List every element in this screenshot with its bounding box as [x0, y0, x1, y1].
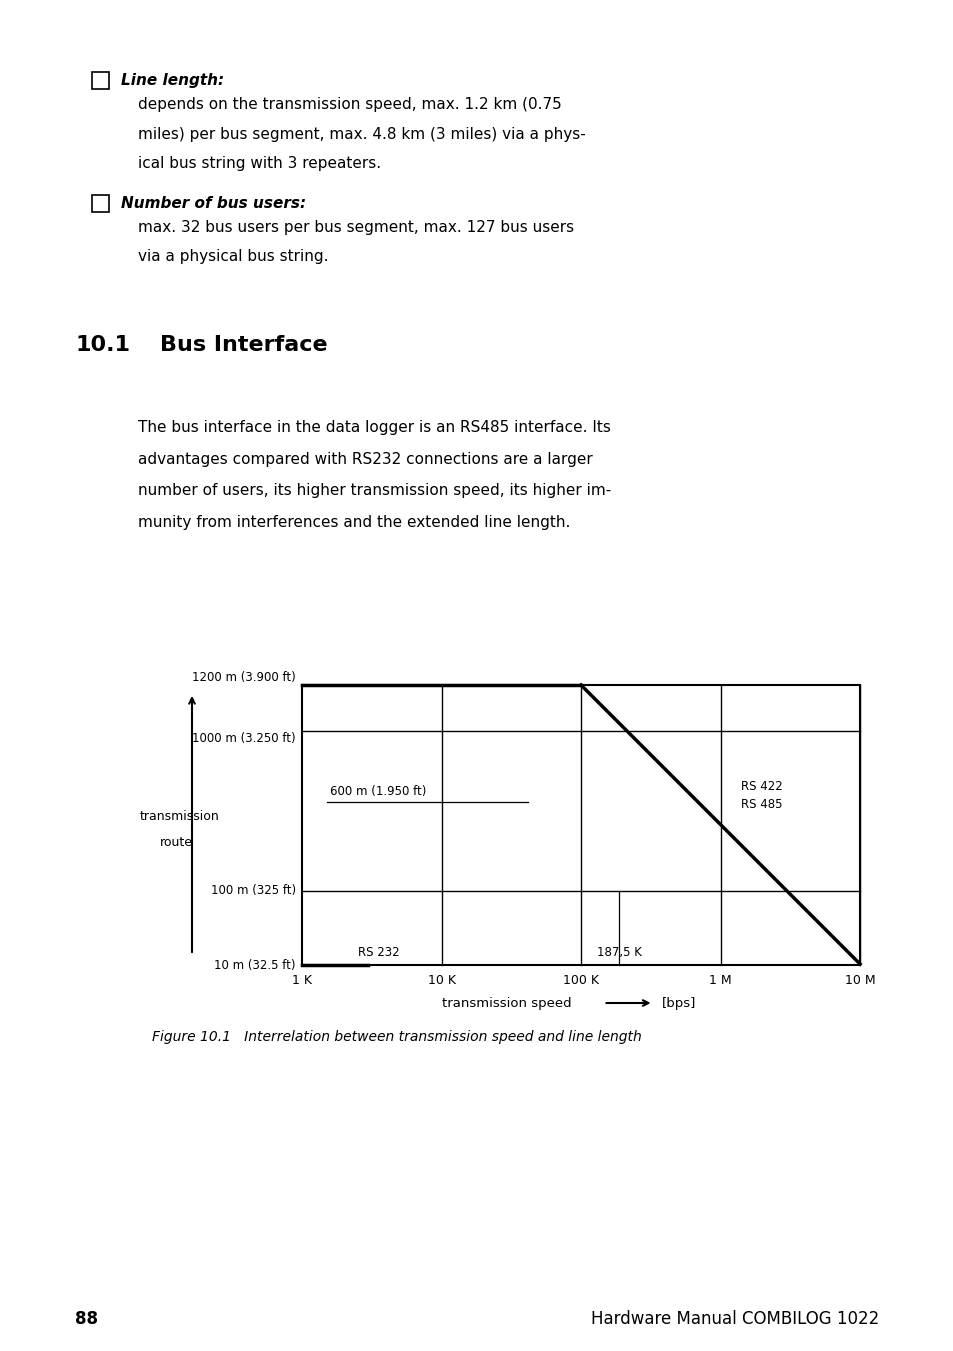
Text: Number of bus users:: Number of bus users: — [121, 196, 306, 211]
Text: depends on the transmission speed, max. 1.2 km (0.75: depends on the transmission speed, max. … — [138, 97, 561, 112]
Text: number of users, its higher transmission speed, its higher im-: number of users, its higher transmission… — [138, 484, 611, 499]
Text: ical bus string with 3 repeaters.: ical bus string with 3 repeaters. — [138, 155, 381, 172]
Text: 10 K: 10 K — [427, 974, 455, 988]
Text: 1200 m (3.900 ft): 1200 m (3.900 ft) — [193, 671, 295, 684]
Text: 10.1: 10.1 — [75, 335, 130, 355]
Text: 1 K: 1 K — [292, 974, 312, 988]
Text: RS 422: RS 422 — [740, 780, 782, 793]
Bar — [91, 72, 109, 89]
Text: munity from interferences and the extended line length.: munity from interferences and the extend… — [138, 515, 570, 530]
Text: 600 m (1.950 ft): 600 m (1.950 ft) — [330, 785, 426, 798]
Text: route: route — [160, 836, 193, 850]
Text: 100 K: 100 K — [562, 974, 598, 988]
Text: 1 M: 1 M — [708, 974, 731, 988]
Text: 100 m (325 ft): 100 m (325 ft) — [211, 885, 295, 897]
Bar — [302, 685, 859, 965]
Text: transmission: transmission — [140, 811, 219, 824]
Text: Hardware Manual COMBILOG 1022: Hardware Manual COMBILOG 1022 — [590, 1310, 878, 1328]
Text: The bus interface in the data logger is an RS485 interface. Its: The bus interface in the data logger is … — [138, 420, 610, 435]
Text: Figure 10.1   Interrelation between transmission speed and line length: Figure 10.1 Interrelation between transm… — [152, 1029, 641, 1044]
Text: transmission speed: transmission speed — [441, 997, 571, 1009]
Text: max. 32 bus users per bus segment, max. 127 bus users: max. 32 bus users per bus segment, max. … — [138, 220, 574, 235]
Text: Line length:: Line length: — [121, 73, 224, 88]
Text: miles) per bus segment, max. 4.8 km (3 miles) via a phys-: miles) per bus segment, max. 4.8 km (3 m… — [138, 127, 585, 142]
Text: 10 M: 10 M — [843, 974, 875, 988]
Text: 88: 88 — [75, 1310, 98, 1328]
Text: RS 232: RS 232 — [357, 946, 399, 959]
Text: via a physical bus string.: via a physical bus string. — [138, 250, 328, 265]
Text: RS 485: RS 485 — [740, 798, 782, 811]
Text: 10 m (32.5 ft): 10 m (32.5 ft) — [214, 958, 295, 971]
Text: 1000 m (3.250 ft): 1000 m (3.250 ft) — [193, 732, 295, 746]
Text: 187,5 K: 187,5 K — [596, 946, 640, 959]
Text: [bps]: [bps] — [660, 997, 695, 1009]
Text: advantages compared with RS232 connections are a larger: advantages compared with RS232 connectio… — [138, 451, 592, 466]
Bar — [91, 195, 109, 212]
Text: Bus Interface: Bus Interface — [160, 335, 327, 355]
